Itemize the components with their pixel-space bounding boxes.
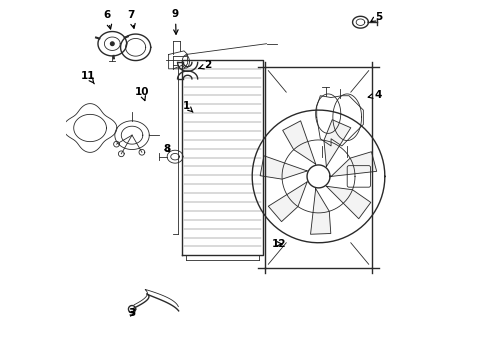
Polygon shape	[331, 152, 377, 176]
Text: 6: 6	[103, 10, 112, 29]
Polygon shape	[111, 42, 114, 45]
Text: 11: 11	[81, 71, 96, 84]
Polygon shape	[283, 121, 316, 164]
Text: 3: 3	[128, 309, 136, 318]
Text: 8: 8	[163, 144, 171, 154]
Text: 7: 7	[127, 10, 135, 28]
Polygon shape	[324, 120, 351, 167]
Text: 9: 9	[172, 9, 179, 34]
Polygon shape	[260, 156, 307, 179]
Polygon shape	[269, 182, 307, 222]
Polygon shape	[326, 186, 371, 219]
Text: 2: 2	[199, 60, 212, 70]
Text: 5: 5	[371, 12, 382, 22]
Text: 1: 1	[183, 101, 193, 112]
Text: 4: 4	[368, 90, 382, 100]
Text: 10: 10	[134, 87, 149, 100]
Polygon shape	[311, 189, 331, 234]
Text: 12: 12	[272, 239, 286, 249]
